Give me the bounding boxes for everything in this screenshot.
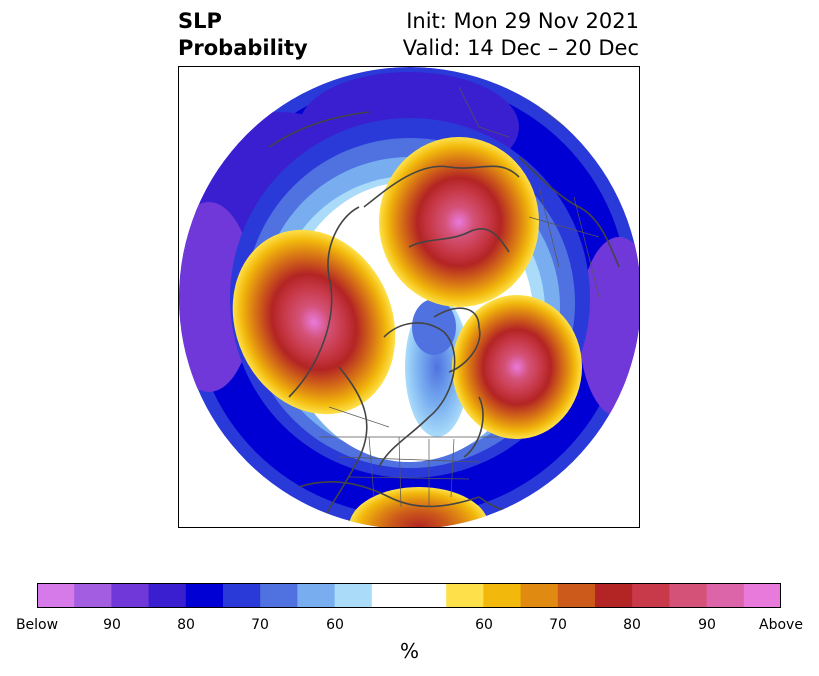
colorbar-swatch	[520, 583, 559, 608]
init-date: Init: Mon 29 Nov 2021	[406, 9, 639, 33]
high-gulf	[349, 487, 489, 527]
title-right: Init: Mon 29 Nov 2021 Valid: 14 Dec – 20…	[403, 8, 639, 62]
title-left: SLP Probability	[178, 8, 308, 62]
colorbar-swatch	[669, 583, 708, 608]
colorbar-swatch	[148, 583, 187, 608]
colorbar-swatch	[595, 583, 633, 608]
cbar-label-60-below: 60	[326, 617, 344, 633]
valid-range: Valid: 14 Dec – 20 Dec	[402, 36, 639, 60]
title-quantity: Probability	[178, 36, 308, 60]
cbar-label-80-above: 80	[623, 617, 641, 633]
below-europe	[579, 237, 639, 417]
colorbar-swatch	[74, 583, 112, 608]
cbar-label-70-below: 70	[251, 617, 269, 633]
colorbar-swatch	[446, 583, 484, 608]
colorbar-outline	[37, 583, 781, 608]
colorbar-unit: %	[399, 639, 419, 663]
colorbar-swatch	[371, 583, 410, 608]
colorbar-swatch	[334, 583, 373, 608]
below-pacific	[179, 202, 254, 392]
map-panel	[178, 66, 640, 528]
high-arctic	[379, 137, 539, 307]
cbar-label-90-below: 90	[103, 617, 121, 633]
colorbar-swatch	[37, 583, 75, 608]
political-borders	[319, 86, 600, 508]
coastlines	[268, 111, 620, 527]
cbar-label-above: Above	[759, 617, 803, 633]
high-greenland	[452, 295, 582, 439]
colorbar-swatch	[297, 583, 336, 608]
title-variable: SLP	[178, 9, 222, 33]
colorbar-swatch	[483, 583, 522, 608]
colorbar-swatch	[409, 583, 447, 608]
cbar-label-below: Below	[15, 617, 59, 633]
colorbar-swatch	[706, 583, 745, 608]
polar-map	[179, 67, 639, 527]
colorbar-swatch	[260, 583, 298, 608]
colorbar-swatch	[185, 583, 224, 608]
cbar-label-80-below: 80	[177, 617, 195, 633]
cbar-label-90-above: 90	[698, 617, 716, 633]
colorbar-swatch	[632, 583, 670, 608]
cbar-label-70-above: 70	[549, 617, 567, 633]
colorbar-swatch	[223, 583, 261, 608]
colorbar	[37, 583, 781, 608]
colorbar-swatch	[557, 583, 596, 608]
colorbar-tick-labels: Below 90 80 70 60 60 70 80 90 Above	[0, 617, 819, 637]
high-alaska	[232, 229, 396, 415]
cbar-label-60-above: 60	[475, 617, 493, 633]
colorbar-swatch	[111, 583, 150, 608]
colorbar-swatch	[743, 583, 781, 608]
